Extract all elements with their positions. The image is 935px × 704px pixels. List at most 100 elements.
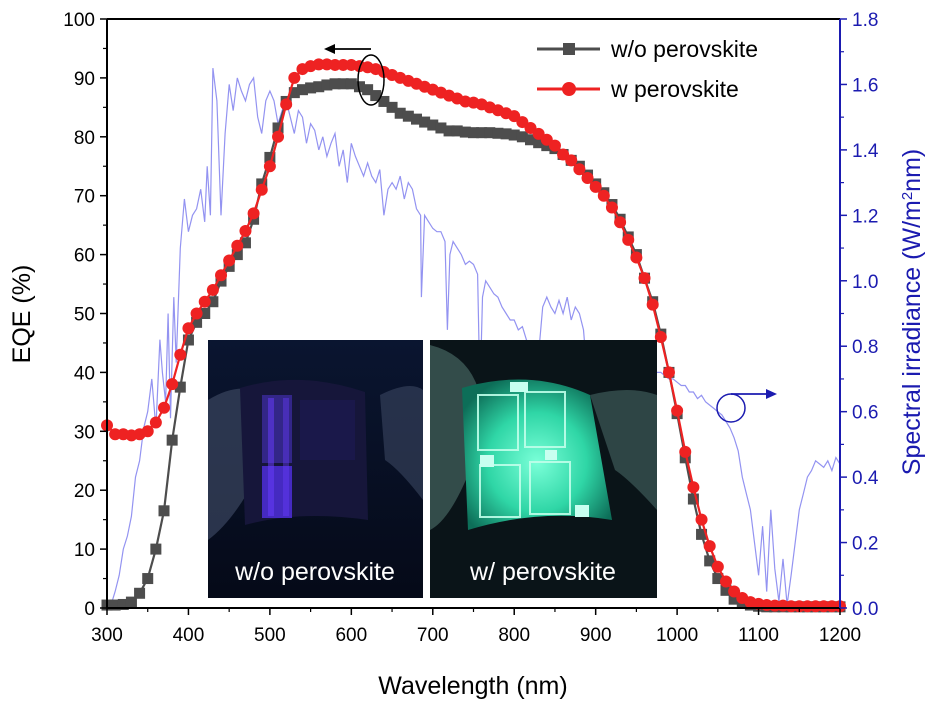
point-with-71	[679, 445, 692, 458]
point-with-60	[589, 180, 602, 193]
point-without-33	[370, 90, 382, 102]
point-without-53	[533, 137, 545, 149]
point-without-16	[231, 249, 243, 261]
point-with-9	[174, 348, 187, 361]
x-axis-ticks: 300 400 500 600 700 800 900 1000 1100 1200	[91, 608, 861, 646]
point-with-14	[215, 269, 228, 282]
point-with-7	[158, 401, 171, 414]
y2-title-sup: 2	[899, 192, 916, 200]
point-without-10	[182, 334, 194, 346]
point-with-23	[288, 71, 301, 84]
point-without-20	[264, 151, 276, 163]
point-without-42	[443, 125, 455, 137]
x-tick-label-3: 600	[335, 625, 367, 646]
y2-tick-label-1: 0.2	[852, 534, 878, 555]
y2-axis-ticks: 0.0 0.2 0.4 0.6 0.8 1.0 1.2 1.4 1.6 1.8	[840, 10, 879, 620]
point-without-26	[313, 81, 325, 93]
point-with-8	[166, 378, 179, 391]
point-with-6	[149, 416, 162, 429]
y-axis-title: EQE (%)	[8, 265, 36, 364]
point-with-72	[687, 481, 700, 494]
y2-tick-label-0: 0.0	[852, 599, 878, 620]
x-tick-label-6: 900	[580, 625, 612, 646]
point-without-35	[386, 101, 398, 113]
point-with-15	[223, 254, 236, 267]
point-with-65	[630, 251, 643, 264]
point-with-58	[573, 163, 586, 176]
x-tick-label-7: 1000	[656, 625, 698, 646]
annotation-irradiance-arrow	[716, 389, 777, 423]
point-with-70	[671, 404, 684, 417]
legend: w/o perovskite w perovskite	[537, 36, 758, 102]
point-without-8	[166, 434, 178, 446]
x-tick-label-5: 800	[498, 625, 530, 646]
y2-tick-label-2: 0.4	[852, 468, 879, 489]
point-with-66	[638, 272, 651, 285]
point-with-64	[622, 233, 635, 246]
point-without-76	[720, 584, 732, 596]
point-without-3	[125, 596, 137, 608]
point-with-16	[231, 239, 244, 252]
y2-tick-label-8: 1.6	[852, 75, 878, 96]
point-with-62	[605, 201, 618, 214]
inset-label-without: w/o perovskite	[234, 558, 395, 586]
y2-tick-label-4: 0.8	[852, 337, 878, 358]
point-with-69	[662, 366, 675, 379]
point-with-67	[646, 298, 659, 311]
x-tick-label-0: 300	[91, 625, 123, 646]
x-axis-title: Wavelength (nm)	[378, 672, 567, 700]
y-tick-label-7: 70	[74, 187, 95, 208]
series-layer	[101, 58, 846, 613]
point-with-12	[198, 295, 211, 308]
y2-tick-label-7: 1.4	[852, 141, 879, 162]
y2-axis-title: Spectral irradiance (W/m2nm)	[898, 149, 926, 475]
point-with-74	[703, 540, 716, 553]
y-axis-ticks: 0 10 20 30 40 50 60 70 80 90 100	[63, 10, 107, 620]
annotation-eqe-arrow	[324, 44, 385, 106]
point-without-36	[394, 107, 406, 119]
x-tick-label-2: 500	[254, 625, 286, 646]
spectral-irradiance-line	[110, 68, 840, 605]
legend-marker-without	[563, 43, 575, 55]
x-tick-label-1: 400	[173, 625, 205, 646]
point-with-77	[728, 585, 741, 598]
x-tick-label-9: 1200	[819, 625, 861, 646]
y-tick-label-6: 60	[74, 246, 95, 267]
point-without-30	[345, 78, 357, 90]
point-without-52	[525, 134, 537, 146]
point-without-41	[435, 122, 447, 134]
point-with-75	[711, 560, 724, 573]
legend-label-without: w/o perovskite	[610, 36, 758, 62]
point-without-37	[402, 110, 414, 122]
point-without-46	[476, 127, 488, 139]
point-without-40	[427, 119, 439, 131]
point-without-4	[134, 587, 146, 599]
point-without-29	[337, 78, 349, 90]
y-tick-label-0: 0	[84, 599, 95, 620]
point-without-48	[492, 127, 504, 139]
y2-title-part2: nm)	[898, 149, 926, 192]
y-tick-label-5: 50	[74, 305, 95, 326]
inset-label-with: w/ perovskite	[469, 558, 616, 586]
point-without-74	[704, 555, 716, 567]
y2-tick-label-5: 1.0	[852, 272, 878, 293]
point-without-23	[288, 87, 300, 99]
point-without-13	[207, 296, 219, 308]
point-without-32	[362, 84, 374, 96]
point-with-22	[280, 98, 293, 111]
point-without-6	[150, 543, 162, 555]
point-with-18	[247, 207, 260, 220]
point-without-50	[508, 129, 520, 141]
point-without-44	[459, 126, 471, 138]
y-tick-label-2: 20	[74, 481, 95, 502]
point-with-59	[581, 172, 594, 185]
point-with-73	[695, 513, 708, 526]
y-tick-label-4: 40	[74, 363, 95, 384]
point-without-34	[378, 95, 390, 107]
point-without-9	[174, 381, 186, 393]
inset-photo-with: w/ perovskite	[430, 340, 657, 598]
point-with-57	[565, 154, 578, 167]
point-with-61	[597, 189, 610, 202]
point-with-13	[206, 283, 219, 296]
